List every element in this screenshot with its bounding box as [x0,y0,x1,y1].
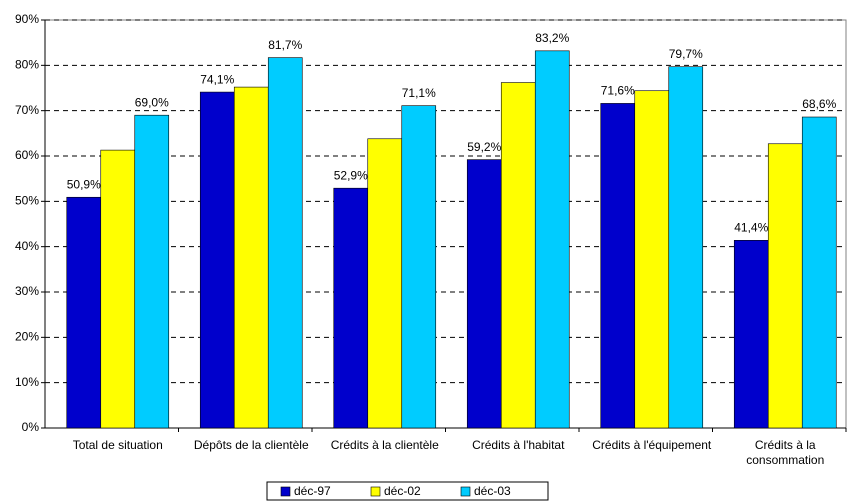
y-tick-label: 20% [15,330,39,344]
data-label: 52,9% [334,168,368,182]
bar [801,116,837,429]
bar [100,149,136,429]
x-tick-label: Crédits à la clientèle [330,438,439,452]
y-tick-label: 10% [15,375,39,389]
plot-area [44,19,847,429]
y-tick-label: 50% [15,194,39,208]
data-label: 79,7% [669,47,703,61]
bar [500,82,536,429]
data-label: 41,4% [734,220,768,234]
bar [600,103,636,429]
legend-swatch [460,486,471,497]
bar [233,86,269,429]
bar [733,240,769,429]
legend-swatch [280,486,291,497]
data-label: 81,7% [268,38,302,52]
data-label: 74,1% [200,72,234,86]
y-tick-label: 80% [15,58,39,72]
legend-label: déc-02 [384,484,421,498]
data-label: 50,9% [67,177,101,191]
y-tick-label: 0% [22,420,40,434]
legend-label: déc-03 [474,484,511,498]
data-label: 68,6% [802,97,836,111]
bar [401,105,437,429]
data-label: 69,0% [135,95,169,109]
bar [267,57,303,429]
bar [668,66,704,429]
bar [333,187,369,429]
bar [466,159,502,429]
data-label: 71,6% [601,84,635,98]
bar [199,91,235,429]
x-tick-label: Crédits à la consommation [746,438,825,467]
bar [634,90,670,429]
data-label: 71,1% [402,86,436,100]
y-tick-label: 90% [15,12,39,26]
bar [66,196,102,429]
data-label: 83,2% [535,31,569,45]
y-tick-label: 70% [15,103,39,117]
bar [367,138,403,429]
y-tick-label: 30% [15,284,39,298]
legend-swatch [370,486,381,497]
bar [534,50,570,429]
data-label: 59,2% [467,140,501,154]
legend-box [266,481,549,501]
bar [767,143,803,429]
x-tick-label: Crédits à l'équipement [592,438,712,452]
bar [134,114,170,429]
x-tick-label: Dépôts de la clientèle [193,438,309,452]
y-tick-label: 40% [15,239,39,253]
x-tick-label: Total de situation [72,438,163,452]
x-tick-label: Crédits à l'habitat [472,438,565,452]
legend-label: déc-97 [294,484,331,498]
y-tick-label: 60% [15,148,39,162]
